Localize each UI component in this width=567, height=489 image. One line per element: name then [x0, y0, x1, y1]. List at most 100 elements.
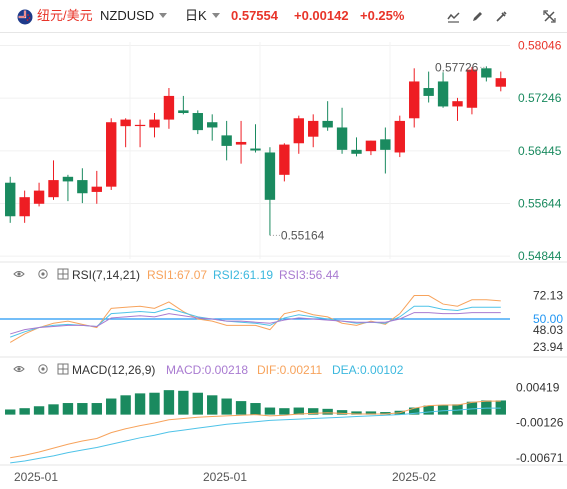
- max-price-label: 0.57726: [435, 60, 479, 74]
- candle: [495, 71, 506, 92]
- rsi2-label: RSI2:61.19: [213, 268, 273, 282]
- candle-body: [481, 68, 492, 78]
- candle-body: [19, 197, 30, 217]
- macd-bar: [207, 395, 218, 415]
- macd-value-label: MACD:0.00218: [166, 363, 248, 377]
- macd-bar: [279, 408, 290, 415]
- candle-body: [62, 176, 74, 182]
- macd-bar: [33, 406, 45, 415]
- macd-bar: [437, 404, 449, 415]
- current-price: 0.57554: [231, 8, 278, 23]
- timeframe-label[interactable]: 日K: [185, 8, 207, 23]
- rsi-title: RSI(7,14,21): [72, 268, 140, 282]
- macd-bar: [91, 403, 102, 415]
- candle: [207, 114, 218, 141]
- candle-body: [293, 118, 304, 144]
- grid-icon[interactable]: [57, 268, 69, 280]
- chevron-down-icon[interactable]: [212, 13, 220, 19]
- candle-body: [409, 81, 420, 119]
- edit-button[interactable]: [469, 8, 486, 25]
- macd-bar: [481, 400, 492, 415]
- candle: [351, 137, 362, 157]
- candle: [380, 127, 391, 174]
- macd-dea-line: [10, 407, 501, 464]
- candle: [106, 118, 117, 190]
- candle-body: [351, 149, 362, 154]
- settings-button[interactable]: [493, 8, 510, 25]
- price-tick-label: 0.54844: [518, 249, 562, 263]
- macd-dif-line: [10, 400, 501, 459]
- eye-icon[interactable]: [13, 366, 25, 372]
- x-axis-label: 2025-02: [392, 470, 436, 484]
- price-change: +0.00142: [294, 8, 349, 23]
- macd-bar: [178, 390, 189, 415]
- candle: [163, 88, 175, 129]
- candle: [120, 118, 131, 148]
- candle-body: [380, 139, 391, 150]
- rsi-tick-label: 48.03: [533, 323, 563, 337]
- macd-tick-label: -0.00126: [516, 416, 564, 430]
- gear-icon[interactable]: [38, 269, 48, 279]
- candle-body: [423, 88, 434, 96]
- macd-bar: [365, 411, 377, 415]
- chart-area: 0.58046 0.57246 0.56445 0.55644 0.54844 0.57…: [0, 39, 567, 484]
- macd-bar: [19, 408, 30, 415]
- macd-bar: [235, 401, 247, 415]
- x-axis: 2025-01 2025-01 2025-02: [14, 470, 436, 484]
- rsi-line-rsi2: [10, 305, 501, 338]
- grid-icon[interactable]: [57, 363, 69, 375]
- macd-bar: [466, 401, 478, 415]
- candle: [423, 71, 434, 103]
- candle: [394, 115, 405, 158]
- candle-body: [264, 152, 276, 200]
- candle: [77, 168, 88, 204]
- price-tick-label: 0.57246: [518, 91, 562, 105]
- candle: [235, 120, 247, 164]
- candle-body: [221, 135, 232, 146]
- macd-bar: [308, 408, 319, 415]
- candle-body: [250, 148, 261, 151]
- candle-body: [48, 180, 59, 198]
- macd-bar: [120, 395, 131, 415]
- candle-body: [134, 124, 146, 127]
- candle: [336, 107, 348, 154]
- pair-name: 纽元/美元: [37, 8, 93, 23]
- chevron-down-icon[interactable]: [159, 13, 167, 19]
- eye-icon[interactable]: [13, 271, 25, 277]
- candle: [48, 160, 59, 200]
- candle-body: [178, 110, 189, 114]
- macd-bar: [134, 393, 146, 415]
- candle-body: [149, 119, 160, 128]
- candle-body: [235, 141, 247, 145]
- swap-button[interactable]: [541, 8, 558, 25]
- macd-bar: [452, 404, 463, 415]
- x-axis-label: 2025-01: [14, 470, 58, 484]
- candle-body: [91, 186, 102, 192]
- rsi1-label: RSI1:67.07: [147, 268, 207, 282]
- candle-body: [365, 140, 377, 152]
- price-tick-label: 0.55644: [518, 197, 562, 211]
- macd-bar: [250, 403, 261, 415]
- candle: [192, 110, 203, 135]
- candle: [264, 147, 276, 236]
- candle: [149, 113, 160, 138]
- candle: [221, 120, 232, 161]
- symbol-label[interactable]: NZDUSD: [100, 8, 155, 23]
- dif-label: DIF:0.00211: [257, 363, 322, 377]
- candle: [279, 143, 290, 182]
- candle: [365, 140, 377, 156]
- gear-icon[interactable]: [38, 364, 48, 374]
- price-tick-label: 0.58046: [518, 39, 562, 53]
- rsi-line-rsi3: [10, 312, 501, 335]
- line-chart-button[interactable]: [445, 8, 462, 25]
- candle-body: [308, 120, 319, 137]
- swap-icon: [543, 10, 556, 23]
- price-pane: 0.58046 0.57246 0.56445 0.55644 0.54844 0.57…: [0, 39, 562, 263]
- min-price-label: 0.55164: [281, 228, 325, 242]
- price-change-pct: +0.25%: [360, 8, 405, 23]
- macd-bar: [293, 407, 304, 415]
- macd-bar: [423, 405, 434, 415]
- candle-body: [466, 69, 478, 108]
- candle: [322, 101, 333, 131]
